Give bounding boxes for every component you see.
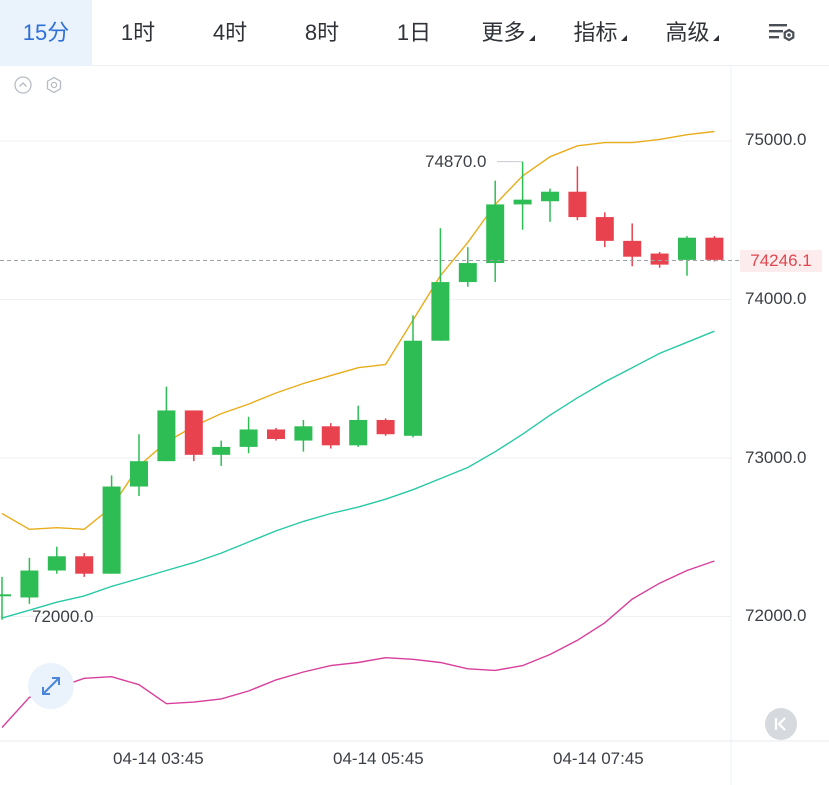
candle-body: [650, 253, 669, 265]
candle-body: [75, 556, 94, 574]
low-annotation: 72000.0: [32, 607, 94, 626]
x-tick-label: 04-14 05:45: [333, 749, 424, 768]
tab-more-label: 更多: [481, 20, 526, 45]
caret-down-icon: [528, 35, 535, 41]
candle-body: [541, 191, 559, 202]
ma-line: [1, 560, 715, 728]
candle-body: [239, 429, 258, 447]
expand-arrows-icon: [42, 677, 60, 695]
caret-down-icon: [620, 35, 627, 41]
x-tick-label: 04-14 03:45: [113, 749, 204, 768]
x-tick-label: 04-14 07:45: [553, 749, 644, 768]
ma-line: [1, 330, 715, 619]
skip-to-end-icon: [774, 717, 786, 731]
fullscreen-button[interactable]: [28, 663, 74, 709]
candle-body: [20, 570, 39, 598]
candle-body: [294, 426, 313, 441]
candle-body: [486, 204, 505, 264]
tab-1d[interactable]: 1日: [396, 20, 432, 45]
candle-body: [376, 419, 395, 435]
tab-advanced-label: 高级: [665, 20, 710, 45]
candle-body: [47, 556, 66, 571]
tab-15min[interactable]: 15分: [0, 0, 92, 66]
tab-indicators-dropdown[interactable]: 指标: [554, 0, 646, 66]
caret-down-icon: [712, 35, 719, 41]
tab-more-dropdown[interactable]: 更多: [462, 0, 554, 66]
candle-body: [431, 282, 450, 341]
candle-body: [623, 240, 642, 257]
indicator-settings-icon[interactable]: [45, 76, 63, 94]
candle-body: [458, 263, 477, 283]
candle-body: [404, 340, 422, 436]
tab-indicators-label: 指标: [573, 20, 618, 45]
candlestick-chart[interactable]: [0, 66, 829, 785]
candles: [0, 161, 724, 620]
y-tick-label: 72000.0: [745, 606, 807, 625]
tab-8h[interactable]: 8时: [304, 20, 340, 45]
candle-body: [212, 446, 231, 455]
candle-body: [678, 237, 696, 260]
candle-body: [595, 217, 614, 241]
gridlines: [0, 66, 829, 785]
candle-body: [568, 191, 587, 218]
candle-body: [130, 461, 148, 487]
y-tick-label: 73000.0: [745, 448, 807, 467]
candle-body: [184, 410, 203, 455]
moving-average-lines: [1, 130, 715, 728]
tab-advanced-dropdown[interactable]: 高级: [646, 0, 738, 66]
chart-settings-icon[interactable]: [765, 18, 799, 48]
candle-body: [102, 486, 121, 574]
candle-body: [705, 237, 724, 260]
last-price-tag: 74246.1: [740, 250, 822, 272]
toolbar: 15分 1时 4时 8时 1日 更多 指标 高级: [0, 0, 829, 66]
candle-body: [513, 199, 532, 205]
scroll-to-latest-button[interactable]: [765, 708, 797, 740]
y-tick-label: 75000.0: [745, 130, 807, 149]
tab-4h[interactable]: 4时: [212, 20, 248, 45]
candle-body: [321, 426, 340, 446]
y-tick-label: 74000.0: [745, 289, 807, 308]
ma-line: [1, 130, 715, 531]
high-annotation: 74870.0: [425, 152, 487, 171]
candle-body: [157, 410, 176, 462]
tab-1h[interactable]: 1时: [120, 20, 156, 45]
candle-body: [267, 429, 285, 439]
candle-body: [0, 594, 11, 597]
last-price-line: [0, 161, 740, 261]
candle-body: [349, 419, 368, 446]
collapse-indicators-icon[interactable]: [14, 76, 32, 94]
